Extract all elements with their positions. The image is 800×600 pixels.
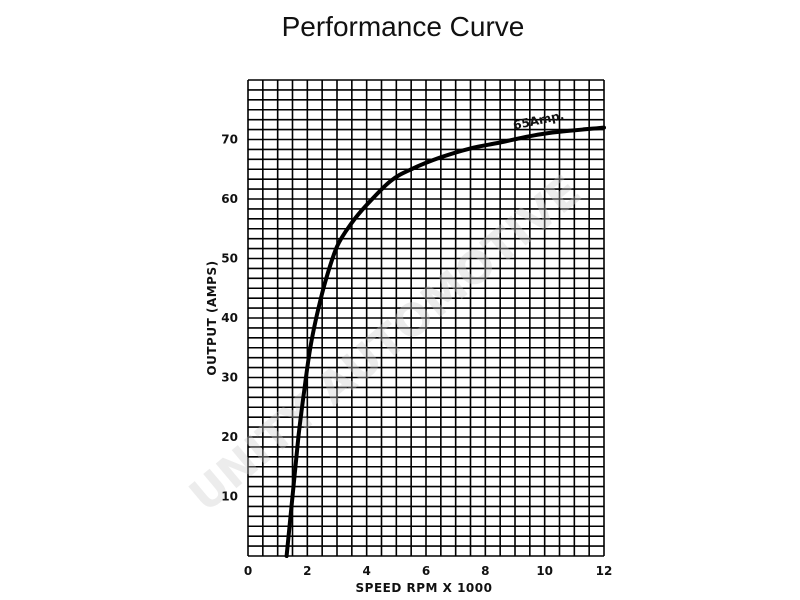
x-tick-label: 8 — [481, 564, 489, 578]
y-tick-label: 10 — [221, 490, 238, 504]
series-layer — [284, 125, 606, 558]
y-tick-label: 30 — [221, 371, 238, 385]
x-tick-labels: 0 2 4 6 8 10 12 — [244, 564, 613, 578]
grid-lines — [247, 79, 605, 557]
y-tick-label: 70 — [221, 133, 238, 147]
y-axis-label: OUTPUT (AMPS) — [205, 260, 219, 375]
x-tick-label: 6 — [422, 564, 430, 578]
series-line — [284, 125, 606, 558]
chart-title: Performance Curve — [282, 11, 525, 42]
y-tick-label: 50 — [221, 252, 238, 266]
x-tick-label: 10 — [536, 564, 553, 578]
x-axis-label: SPEED RPM X 1000 — [356, 581, 493, 595]
y-tick-label: 40 — [221, 311, 238, 325]
x-tick-label: 4 — [362, 564, 370, 578]
y-tick-label: 60 — [221, 192, 238, 206]
x-tick-label: 2 — [303, 564, 311, 578]
y-tick-label: 20 — [221, 430, 238, 444]
x-tick-label: 0 — [244, 564, 252, 578]
y-tick-labels: 10 20 30 40 50 60 70 — [221, 133, 238, 504]
x-tick-label: 12 — [596, 564, 613, 578]
